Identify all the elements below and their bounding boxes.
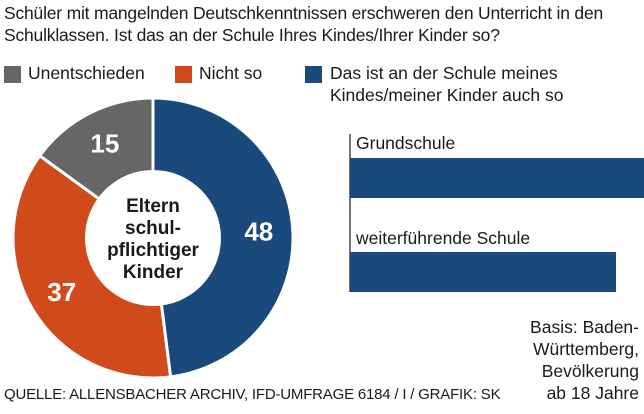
donut-hole [85,170,221,306]
legend-label-undecided: Unentschieden [28,63,145,83]
donut-value-label: 37 [47,277,76,307]
basis-line: Bevölkerung [541,361,639,381]
legend-swatch-undecided [4,66,21,83]
bar-label-weiterfuehrende-schule: weiterführende Schule [356,228,531,248]
legend-label-yes: Das ist an der Schule meines Kindes/mein… [330,63,564,105]
bar-label-grundschule: Grundschule [356,133,456,153]
legend-swatch-not-so [175,66,192,83]
donut-center-label-line: pflichtiger [107,240,199,261]
basis-line: ab 18 Jahre [546,383,639,403]
bar-weiterfuehrende-schule [350,252,616,292]
donut-center-label-line: schul- [125,218,181,239]
donut-center-label-line: Kinder [123,262,184,283]
legend-label-not-so: Nicht so [199,63,263,83]
chart-title: Schüler mit mangelnden Deutschkenntnisse… [4,3,604,45]
basis-line: Württemberg, [533,339,639,359]
legend-swatch-yes [305,66,322,83]
donut-value-label: 15 [90,129,119,159]
basis-note: Basis: Baden- Württemberg, Bevölkerung a… [439,316,639,404]
donut-center-label-line: Eltern [126,196,180,217]
source-credit: QUELLE: ALLENSBACHER ARCHIV, IFD-UMFRAGE… [4,386,501,403]
basis-line: Basis: Baden- [530,317,639,337]
donut-value-label: 48 [244,216,273,246]
bar-grundschule [350,158,644,198]
donut-slice-yes [151,96,295,379]
